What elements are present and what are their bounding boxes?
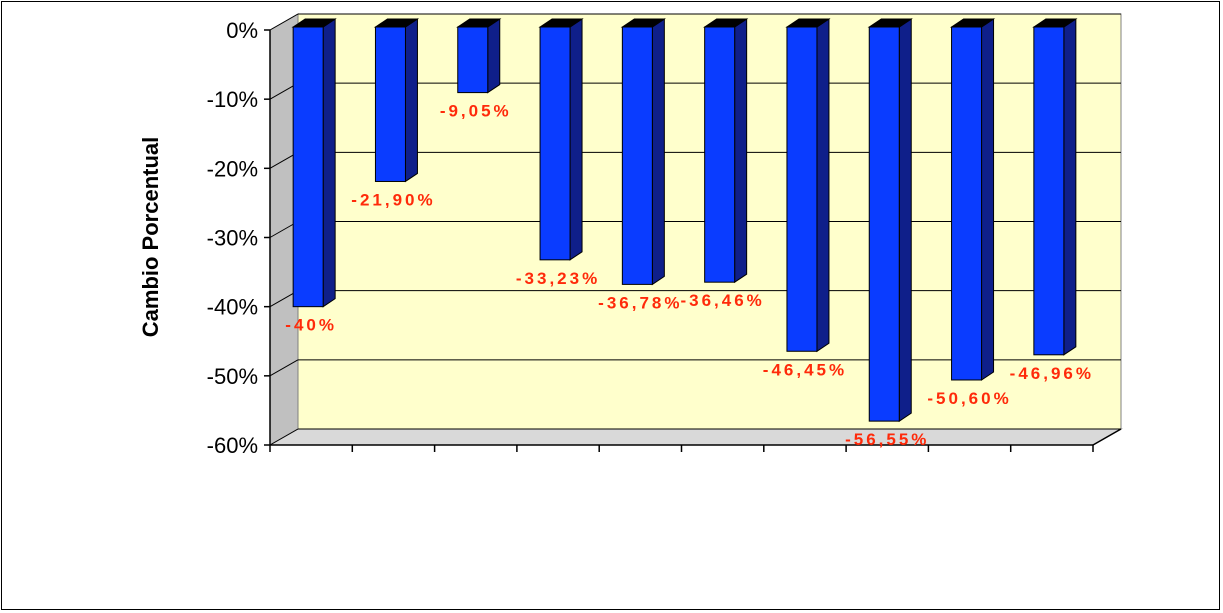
- bar: [456, 18, 502, 94]
- bar-side-face: [898, 18, 912, 423]
- bar-side-face: [816, 18, 830, 353]
- gridline-side: [269, 13, 299, 31]
- data-label: -46,96%: [1010, 364, 1094, 383]
- bar: [1032, 18, 1078, 356]
- bar-front-face: [1033, 26, 1065, 356]
- y-tick-label: -60%: [207, 433, 258, 458]
- bar: [702, 18, 749, 284]
- bar: [620, 18, 667, 286]
- gridline-side: [269, 428, 299, 446]
- bar-front-face: [704, 26, 736, 283]
- x-axis-ticks: [269, 445, 1094, 452]
- bar: [538, 18, 584, 261]
- data-label: -33,23%: [516, 269, 600, 288]
- bar-side-face: [404, 18, 418, 183]
- bar: [373, 18, 420, 183]
- gridline-side: [269, 359, 299, 377]
- y-tick-label: 0%: [226, 18, 258, 43]
- x-axis-depth-line: [1092, 428, 1122, 446]
- data-label: -56,55%: [845, 430, 929, 449]
- y-tick-label: -40%: [207, 295, 258, 320]
- y-tick-label: -10%: [207, 87, 258, 112]
- bar-front-face: [621, 26, 653, 285]
- bar: [949, 18, 996, 381]
- bar: [867, 18, 913, 423]
- y-axis-ticks: 0% -10% -20% -30% -40% -50% -60%: [207, 18, 270, 458]
- bar-front-face: [868, 26, 900, 422]
- data-label: -21,90%: [351, 190, 435, 209]
- data-label: -9,05%: [440, 102, 512, 121]
- bar-front-face: [292, 26, 324, 308]
- data-label: -36,46%: [680, 291, 764, 310]
- bar-side-face: [322, 18, 336, 308]
- bar-front-face: [374, 26, 406, 182]
- data-labels: -40% -21,90% -9,05% -33,23% -36,78%-36,46% -4…: [285, 102, 1094, 450]
- y-tick-label: -30%: [207, 226, 258, 251]
- y-axis-title: Cambio Porcentual: [138, 137, 163, 337]
- data-label: -50,60%: [927, 389, 1011, 408]
- bar-front-face: [539, 26, 571, 261]
- bar-side-face: [487, 18, 501, 94]
- bar-side-face: [1063, 18, 1077, 356]
- bar-front-face: [951, 26, 983, 381]
- y-tick-label: -50%: [207, 364, 258, 389]
- bar-front-face: [457, 26, 489, 94]
- bars: [291, 18, 1078, 423]
- bar-front-face: [786, 26, 818, 352]
- y-tick-label: -20%: [207, 156, 258, 181]
- data-label: -46,45%: [763, 360, 847, 379]
- bar: [785, 18, 831, 353]
- bar-side-face: [651, 18, 665, 286]
- data-label: -36,78%: [598, 293, 682, 312]
- bar-side-face: [734, 18, 748, 284]
- bar-side-face: [569, 18, 583, 261]
- floor: [268, 428, 1123, 446]
- data-label: -40%: [285, 316, 337, 335]
- bar-side-face: [981, 18, 995, 381]
- bar: [291, 18, 337, 308]
